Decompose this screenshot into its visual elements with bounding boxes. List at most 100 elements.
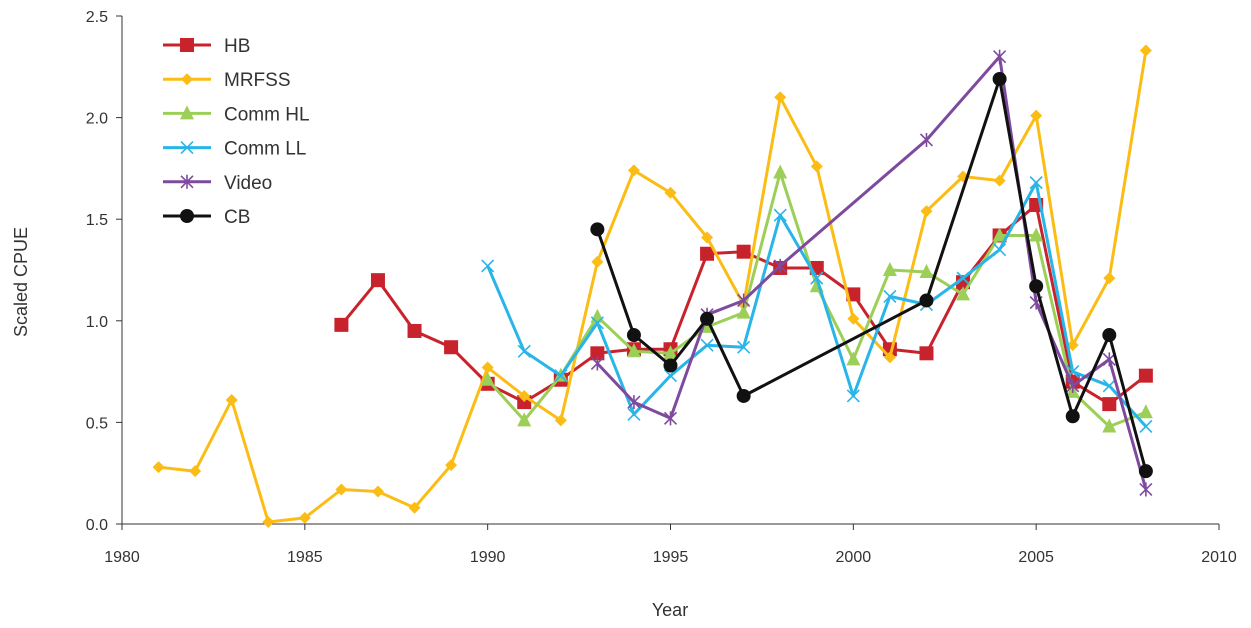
data-point-comm-ll — [810, 271, 824, 285]
legend-swatch-marker — [180, 174, 194, 189]
data-point-comm-ll — [773, 208, 787, 222]
data-point-hb — [334, 317, 349, 332]
data-point-mrfss — [1030, 109, 1043, 122]
y-ticks: 0.0 0.5 1.0 1.5 2.0 2.5 — [86, 9, 122, 534]
legend-item-comm-hl: Comm HL — [163, 104, 310, 125]
y-tick-label: 1.0 — [86, 314, 108, 331]
data-point-cb — [700, 311, 715, 326]
series-comm-hl — [480, 164, 1153, 433]
data-point-mrfss — [371, 485, 384, 498]
data-point-comm-hl — [773, 164, 788, 179]
y-tick-label: 0.5 — [86, 415, 108, 432]
data-point-mrfss — [591, 255, 604, 268]
data-point-cb — [919, 293, 934, 308]
legend: HB MRFSS Comm HL Comm LL Video CB — [163, 36, 310, 228]
data-point-mrfss — [810, 160, 823, 173]
legend-item-mrfss: MRFSS — [163, 70, 291, 91]
data-point-mrfss — [664, 186, 677, 199]
data-point-comm-hl — [919, 264, 934, 279]
data-point-cb — [1029, 279, 1044, 294]
legend-swatch-marker — [181, 73, 193, 86]
data-point-comm-hl — [480, 371, 495, 386]
series-line-cb — [595, 77, 1148, 472]
data-point-mrfss — [518, 389, 531, 402]
data-point-hb — [444, 340, 459, 355]
data-point-mrfss — [847, 312, 860, 325]
data-point-comm-ll — [663, 369, 678, 383]
data-point-mrfss — [920, 205, 933, 218]
data-point-comm-ll — [883, 289, 897, 303]
legend-label: MRFSS — [224, 70, 291, 91]
legend-label: CB — [224, 207, 250, 228]
data-point-comm-ll — [737, 340, 751, 354]
series-line-mrfss — [158, 50, 1148, 524]
data-point-comm-ll — [517, 344, 531, 358]
x-tick-label: 1980 — [104, 549, 140, 566]
data-point-comm-ll — [846, 389, 860, 403]
data-point-hb — [407, 323, 422, 338]
axes: 1980 1985 1990 1995 2000 2005 2010 0.0 0.5 1.0 1.… — [86, 9, 1237, 566]
data-point-cb — [736, 388, 751, 403]
data-point-mrfss — [225, 394, 238, 407]
legend-item-hb: HB — [163, 36, 250, 57]
data-point-comm-ll — [554, 369, 568, 383]
data-point-cb — [992, 71, 1007, 86]
data-point-mrfss — [298, 511, 311, 524]
data-point-hb — [590, 346, 605, 361]
data-point-comm-hl — [736, 304, 751, 319]
data-point-mrfss — [408, 501, 421, 514]
legend-label: HB — [224, 36, 250, 57]
data-point-hb — [736, 244, 751, 259]
data-point-mrfss — [993, 174, 1006, 187]
data-point-video — [663, 411, 678, 426]
data-point-mrfss — [1103, 272, 1116, 285]
data-point-cb — [626, 328, 641, 343]
data-point-hb — [956, 275, 971, 290]
data-point-mrfss — [627, 164, 640, 177]
data-point-mrfss — [152, 461, 165, 474]
data-point-video — [773, 258, 787, 273]
data-point-comm-hl — [992, 227, 1007, 242]
data-point-comm-ll — [1102, 379, 1116, 393]
x-tick-label: 2005 — [1018, 549, 1054, 566]
data-point-comm-ll — [956, 271, 970, 285]
data-point-video — [919, 132, 934, 147]
data-point-comm-ll — [1139, 419, 1153, 434]
legend-swatch-marker — [180, 141, 194, 155]
legend-item-comm-ll: Comm LL — [163, 139, 306, 160]
data-point-video — [993, 49, 1007, 64]
data-point-hb — [1102, 397, 1117, 412]
series-video — [590, 49, 1153, 497]
y-tick-label: 1.5 — [86, 212, 108, 229]
data-point-comm-hl — [590, 308, 605, 323]
data-point-comm-hl — [626, 343, 641, 358]
x-tick-label: 1985 — [287, 549, 323, 566]
series-line-video — [596, 55, 1148, 490]
data-point-mrfss — [445, 459, 458, 472]
x-tick-label: 2000 — [836, 549, 872, 566]
data-point-comm-hl — [663, 345, 678, 360]
data-point-comm-hl — [1029, 227, 1044, 242]
data-point-comm-hl — [1138, 404, 1153, 419]
data-point-comm-ll — [700, 338, 714, 352]
legend-label: Comm HL — [224, 104, 310, 125]
data-point-cb — [1138, 464, 1153, 479]
x-tick-label: 1990 — [470, 549, 506, 566]
data-point-mrfss — [701, 231, 714, 244]
data-point-hb — [370, 273, 385, 288]
data-point-video — [590, 356, 604, 371]
data-point-mrfss — [1139, 44, 1152, 57]
series-cb — [590, 71, 1153, 479]
data-point-mrfss — [554, 414, 567, 427]
data-point-comm-ll — [627, 407, 641, 421]
legend-swatch-marker — [180, 105, 194, 120]
data-point-hb — [919, 346, 934, 361]
x-tick-label: 1995 — [653, 549, 689, 566]
data-point-video — [737, 293, 751, 308]
data-point-comm-hl — [956, 286, 971, 301]
data-point-cb — [663, 358, 678, 373]
series-line-comm-hl — [486, 171, 1147, 428]
data-point-comm-ll — [1029, 176, 1043, 190]
data-point-comm-hl — [1102, 418, 1117, 433]
series-layer — [152, 44, 1153, 528]
